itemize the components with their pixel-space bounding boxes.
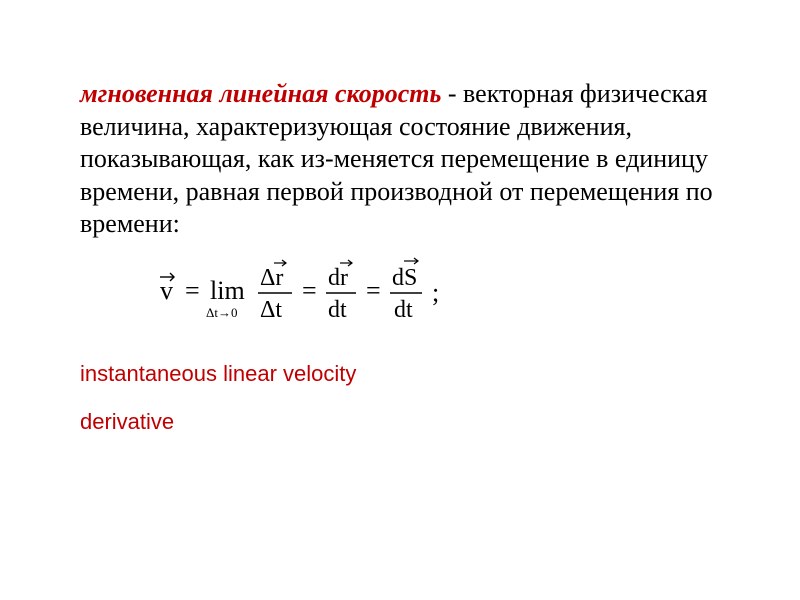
equals-3: =: [366, 276, 381, 305]
equals-1: =: [185, 276, 200, 305]
frac2-num: dr: [328, 265, 348, 291]
formula-tail: ;: [432, 278, 439, 307]
definition-paragraph: мгновенная линейная скорость - векторная…: [80, 78, 740, 241]
fraction-1: Δr Δt: [258, 260, 292, 323]
velocity-formula: v = lim Δt→0 Δr Δt: [160, 251, 740, 331]
formula-svg: v = lim Δt→0 Δr Δt: [160, 251, 520, 331]
frac1-den: Δt: [260, 297, 282, 323]
fraction-3: dS dt: [390, 258, 422, 323]
frac2-den: dt: [328, 297, 347, 323]
frac3-den: dt: [394, 297, 413, 323]
definition-term: мгновенная линейная скорость: [80, 79, 441, 108]
equals-2: =: [302, 276, 317, 305]
fraction-2: dr dt: [326, 260, 356, 323]
frac1-num: Δr: [260, 265, 283, 291]
english-line-2: derivative: [80, 409, 740, 435]
frac3-num: dS: [392, 265, 417, 291]
limit-subscript: Δt→0: [206, 305, 237, 320]
english-line-1: instantaneous linear velocity: [80, 361, 740, 387]
slide: мгновенная линейная скорость - векторная…: [0, 0, 800, 600]
limit-label: lim: [210, 276, 245, 305]
vector-arrow-icon: [404, 258, 418, 264]
